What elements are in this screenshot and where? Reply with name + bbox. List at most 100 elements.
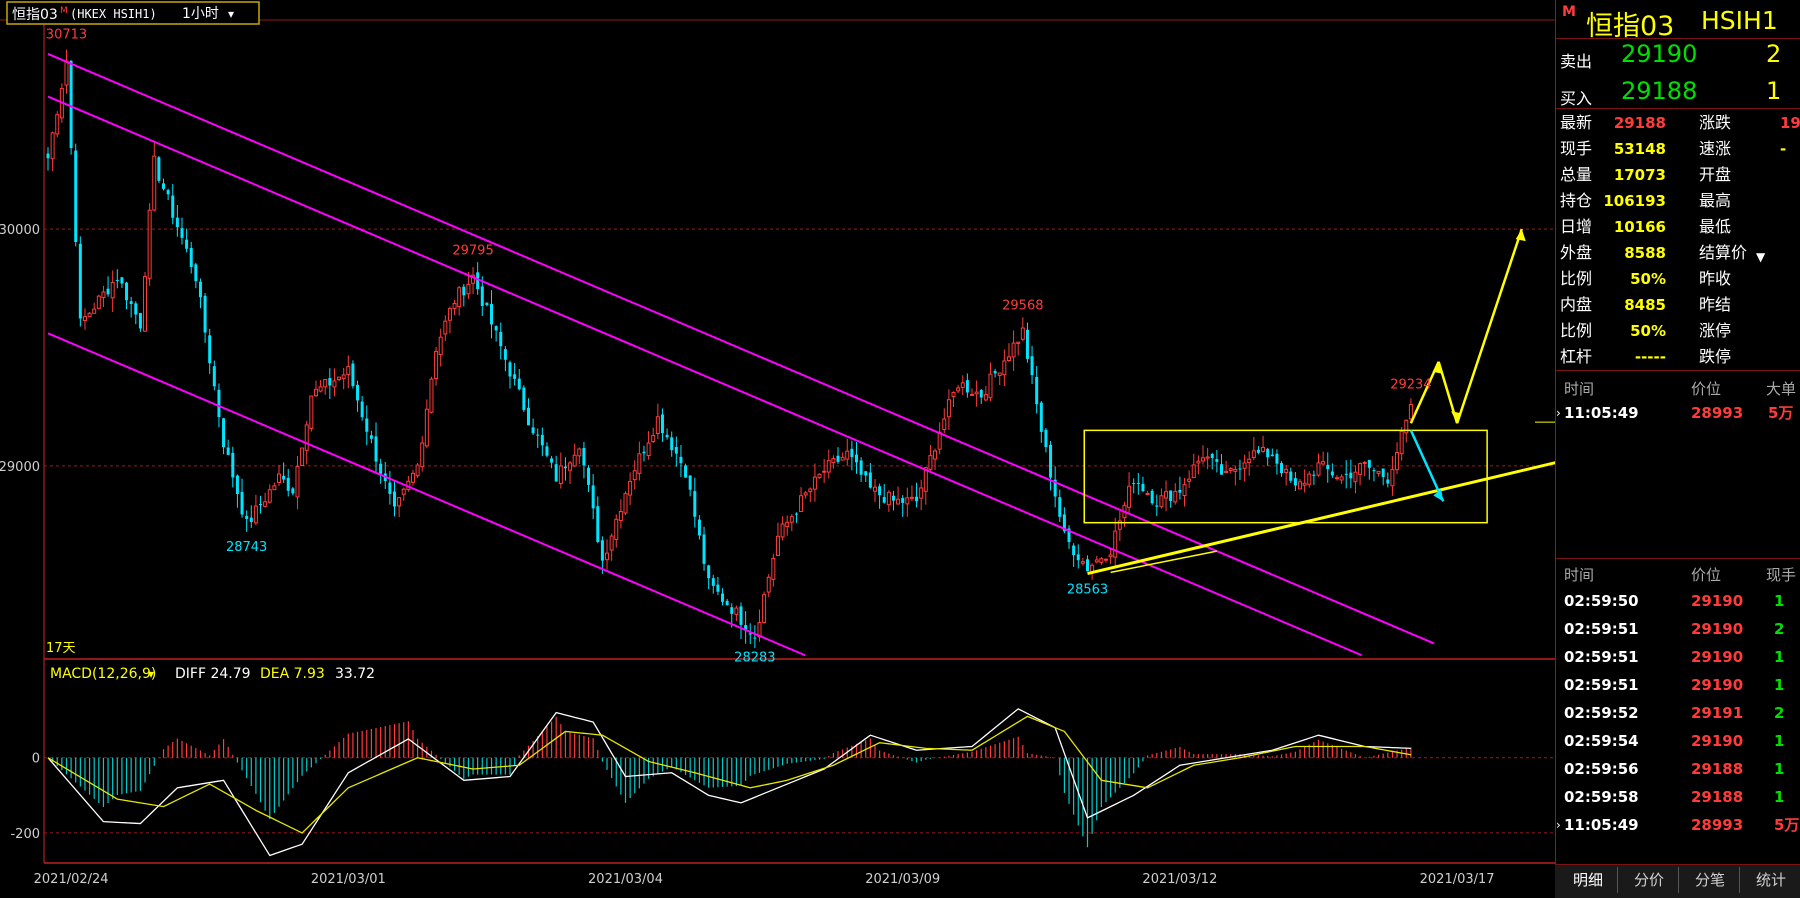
stat-label-2: 昨收 [1699, 269, 1732, 288]
candle-body [577, 448, 582, 457]
stat-label: 日增 [1560, 217, 1593, 236]
candle-body [282, 475, 286, 480]
candle-body [466, 283, 471, 295]
chart-area[interactable]: 30000 29000 0 -200 30713 29795 29568 29234 28743… [0, 0, 1555, 897]
candle-body [997, 372, 1002, 376]
candle-body [826, 460, 831, 473]
arrow-head-icon [1451, 411, 1462, 424]
macd-tick-label: -200 [10, 827, 40, 842]
tick-row[interactable]: 02:59:51 29190 2 [1556, 616, 1800, 642]
tab-3[interactable]: 统计 [1742, 867, 1800, 893]
candle-body [304, 424, 309, 451]
candle-body [1224, 470, 1229, 474]
candle-body [1094, 559, 1099, 563]
candle-body [231, 452, 235, 478]
tick-row[interactable]: 02:59:52 29191 2 [1556, 700, 1800, 726]
candle-body [725, 600, 729, 606]
tick-row[interactable]: 02:59:56 29188 1 [1556, 756, 1800, 782]
candle-body [415, 464, 420, 477]
candle-body [1307, 473, 1312, 485]
stat-value: 50% [1630, 322, 1666, 340]
candle-body [1099, 558, 1104, 563]
candle-body [499, 331, 503, 347]
candle-body [462, 286, 466, 296]
chevron-down-icon[interactable]: ▼ [1756, 250, 1766, 264]
candle-body [531, 427, 535, 434]
candle-body [259, 503, 263, 506]
symbol-header[interactable]: 恒指03 M (HKEX HSIH1) 1小时 ▾ [6, 1, 260, 25]
candle-body [988, 373, 993, 399]
tick-time: 02:59:51 [1564, 620, 1639, 638]
macd-label[interactable]: MACD(12,26,9) [50, 666, 156, 682]
candle-body [1399, 430, 1404, 455]
candle-body [1334, 477, 1339, 480]
stat-row: 现手 53148 速涨 - [1556, 136, 1800, 162]
candle-body [323, 379, 328, 388]
chevron-down-icon[interactable]: ▾ [228, 7, 234, 21]
symbol-header-box [6, 1, 260, 25]
ticks-header-time: 时间 [1564, 566, 1595, 584]
sell-price[interactable]: 29190 [1621, 40, 1698, 68]
big-trade-row[interactable]: › 11:05:49 28993 5万 [1556, 400, 1800, 426]
candle-body [707, 565, 711, 579]
candle-body [1251, 450, 1256, 459]
tick-row[interactable]: 02:59:51 29190 1 [1556, 644, 1800, 670]
candle-body [1053, 479, 1057, 497]
candle-body [1086, 559, 1089, 572]
candle-body [55, 114, 60, 135]
candle-body [1182, 484, 1187, 496]
arrow-head-icon [1515, 229, 1526, 242]
buy-price[interactable]: 29188 [1621, 77, 1698, 105]
candle-body [517, 378, 521, 390]
symbol-name: 恒指03 [12, 7, 58, 23]
candle-body [693, 491, 697, 517]
x-tick-label: 2021/03/01 [311, 872, 386, 887]
tick-price: 29190 [1691, 732, 1744, 750]
candle-body [789, 516, 794, 523]
candle-body [550, 458, 554, 463]
stat-value: 106193 [1603, 192, 1666, 210]
candle-body [983, 394, 988, 401]
candle-body [933, 450, 938, 460]
candle-body [753, 637, 757, 639]
candle-body [808, 488, 813, 493]
candle-body [864, 471, 868, 476]
tick-row[interactable]: › 11:05:49 28993 5万 [1556, 812, 1800, 838]
chevron-down-icon[interactable]: ▾ [148, 667, 154, 681]
dea-line [47, 715, 1412, 834]
candle-body [212, 366, 216, 387]
candle-body [318, 386, 323, 392]
candle-body [780, 523, 785, 538]
tab-2[interactable]: 分笔 [1681, 867, 1740, 893]
candle-body [313, 388, 318, 397]
symbol-flag: M [60, 6, 68, 16]
candle-body [614, 518, 619, 540]
candle-body [1080, 561, 1085, 564]
candle-body [1367, 459, 1371, 468]
candle-body [1127, 485, 1132, 508]
tab-0[interactable]: 明细 [1559, 867, 1618, 893]
candle-body [660, 414, 664, 434]
x-tick-label: 2021/03/17 [1420, 872, 1495, 887]
stat-row: 日增 10166 最低 [1556, 214, 1800, 240]
candle-body [937, 431, 942, 450]
candle-body [739, 606, 743, 625]
tick-row[interactable]: 02:59:54 29190 1 [1556, 728, 1800, 754]
row-marker-icon: › [1556, 818, 1561, 832]
candle-body [1058, 497, 1062, 517]
tick-row[interactable]: 02:59:51 29190 1 [1556, 672, 1800, 698]
candle-body [1302, 482, 1307, 486]
candle-body [424, 408, 429, 447]
range-box [1083, 429, 1488, 524]
candle-body [618, 511, 623, 521]
stat-row: 比例 50% 涨停 [1556, 318, 1800, 344]
candle-body [1072, 545, 1076, 556]
x-tick-label: 2021/03/09 [865, 872, 940, 887]
candle-body [868, 472, 872, 488]
tick-row[interactable]: 02:59:50 29190 1 [1556, 588, 1800, 614]
candle-body [734, 607, 739, 615]
tick-row[interactable]: 02:59:58 29188 1 [1556, 784, 1800, 810]
candle-body [1339, 476, 1344, 481]
period-selector[interactable]: 1小时 [182, 6, 219, 22]
tab-1[interactable]: 分价 [1620, 867, 1679, 893]
